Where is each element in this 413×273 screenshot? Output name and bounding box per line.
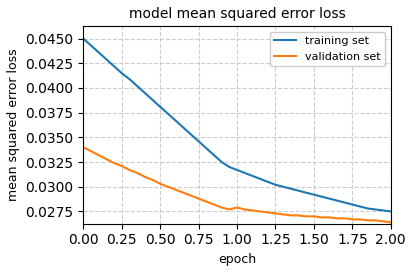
validation set — [165, 185, 170, 188]
training set — [288, 187, 293, 190]
validation set — [373, 219, 378, 222]
validation set — [288, 214, 293, 217]
training set — [181, 126, 186, 129]
training set — [112, 65, 116, 68]
training set — [381, 209, 386, 212]
validation set — [81, 146, 86, 149]
training set — [165, 112, 170, 115]
training set — [88, 44, 93, 47]
training set — [327, 197, 332, 200]
training set — [258, 177, 263, 180]
training set — [373, 208, 378, 211]
training set — [158, 105, 163, 108]
validation set — [311, 215, 316, 218]
validation set — [281, 213, 286, 216]
training set — [81, 37, 86, 40]
training set — [304, 191, 309, 194]
validation set — [304, 215, 309, 218]
validation set — [227, 208, 232, 211]
validation set — [388, 221, 393, 224]
training set — [358, 205, 363, 208]
training set — [250, 174, 255, 177]
validation set — [273, 212, 278, 215]
training set — [388, 210, 393, 213]
training set — [173, 119, 178, 122]
validation set — [250, 209, 255, 212]
validation set — [204, 200, 209, 203]
validation set — [265, 211, 270, 214]
training set — [96, 51, 101, 54]
validation set — [350, 218, 355, 221]
validation set — [104, 158, 109, 161]
validation set — [381, 220, 386, 223]
training set — [188, 133, 193, 136]
validation set — [235, 206, 240, 209]
training set — [242, 171, 247, 174]
Line: training set: training set — [83, 38, 391, 211]
validation set — [319, 216, 324, 219]
training set — [273, 183, 278, 186]
training set — [235, 168, 240, 172]
validation set — [119, 164, 124, 168]
validation set — [242, 208, 247, 211]
training set — [342, 201, 347, 204]
training set — [104, 58, 109, 61]
training set — [204, 147, 209, 150]
validation set — [112, 161, 116, 165]
training set — [119, 72, 124, 75]
training set — [227, 165, 232, 169]
Line: validation set: validation set — [83, 147, 391, 222]
validation set — [219, 206, 224, 209]
validation set — [342, 217, 347, 220]
training set — [135, 84, 140, 88]
validation set — [188, 194, 193, 197]
validation set — [258, 210, 263, 213]
training set — [335, 199, 339, 202]
training set — [296, 189, 301, 192]
training set — [196, 140, 201, 143]
training set — [150, 98, 155, 102]
training set — [142, 91, 147, 94]
training set — [319, 195, 324, 198]
training set — [265, 180, 270, 183]
validation set — [335, 217, 339, 220]
validation set — [365, 219, 370, 222]
training set — [211, 153, 216, 157]
validation set — [158, 182, 163, 185]
validation set — [173, 188, 178, 191]
validation set — [358, 218, 363, 221]
Legend: training set, validation set: training set, validation set — [270, 32, 385, 66]
validation set — [296, 214, 301, 217]
validation set — [150, 178, 155, 182]
validation set — [211, 203, 216, 206]
validation set — [181, 191, 186, 194]
training set — [350, 203, 355, 206]
training set — [281, 185, 286, 188]
training set — [127, 78, 132, 81]
Title: model mean squared error loss: model mean squared error loss — [129, 7, 345, 21]
training set — [219, 161, 224, 164]
X-axis label: epoch: epoch — [218, 253, 256, 266]
validation set — [127, 168, 132, 172]
validation set — [142, 175, 147, 179]
Y-axis label: mean squared error loss: mean squared error loss — [7, 49, 20, 201]
validation set — [196, 197, 201, 200]
validation set — [88, 150, 93, 153]
training set — [365, 207, 370, 210]
training set — [311, 193, 316, 196]
validation set — [135, 171, 140, 174]
validation set — [96, 153, 101, 157]
validation set — [327, 216, 332, 219]
